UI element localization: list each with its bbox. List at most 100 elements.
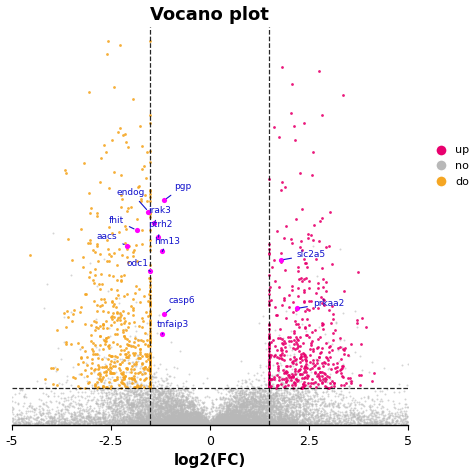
Point [181,421,188,428]
Point [292,356,300,363]
Point [172,416,180,424]
Point [11,399,19,406]
Point [174,419,182,427]
Point [69,414,77,422]
Point [139,409,147,416]
Point [244,393,252,401]
Point [268,392,276,399]
Point [240,399,248,406]
Point [64,408,72,416]
Point [207,421,214,429]
Point [237,388,244,396]
Point [309,418,316,425]
Point [173,419,180,427]
Point [292,310,300,318]
Point [220,415,228,422]
Point [137,417,145,425]
Point [222,421,230,428]
Point [210,418,218,426]
Point [227,416,235,424]
Point [24,420,32,428]
Point [272,417,280,425]
Point [143,365,150,373]
Point [182,412,190,420]
Point [186,405,194,412]
Point [201,420,209,428]
Point [312,406,319,413]
Point [180,419,188,427]
Point [291,355,298,363]
Point [183,416,191,423]
Point [267,387,274,395]
Point [123,365,131,373]
Point [234,421,241,428]
Point [208,421,215,429]
Point [180,419,188,427]
Point [289,410,296,418]
Point [189,421,196,429]
Point [203,419,210,427]
Point [188,400,196,408]
Point [91,419,99,427]
Point [230,415,238,422]
Point [240,411,247,419]
Point [210,420,217,428]
Point [137,401,145,409]
Point [216,417,223,424]
Point [268,421,275,428]
Point [195,417,203,424]
Point [67,410,74,417]
Point [156,409,164,416]
Point [92,407,100,414]
Point [179,393,186,401]
Point [211,421,219,428]
Point [226,397,233,404]
Point [249,417,256,425]
Point [207,421,214,428]
Point [251,399,259,406]
Point [118,393,125,401]
Point [236,420,243,428]
Point [187,398,194,406]
Point [170,389,177,397]
Point [192,420,200,428]
Point [254,418,261,426]
Point [168,414,175,421]
Point [318,408,325,415]
Point [302,410,310,418]
Point [186,420,194,428]
Point [146,246,154,254]
Point [244,408,251,415]
Point [299,410,306,418]
Point [173,420,180,428]
Point [196,420,203,428]
Point [243,420,250,428]
Point [142,410,149,417]
Point [72,386,80,393]
Point [223,417,231,425]
Point [362,397,369,405]
Point [202,403,210,410]
Point [250,396,257,404]
Point [186,417,193,424]
Point [238,400,246,407]
Point [142,413,149,420]
Point [228,415,235,422]
Point [146,226,154,234]
Point [322,339,329,347]
Point [184,420,191,428]
Point [281,416,288,423]
Point [216,408,224,416]
Point [283,410,291,418]
Point [222,419,229,427]
Point [191,421,198,429]
Point [170,403,177,411]
Point [174,410,182,418]
Point [154,406,162,413]
Point [259,421,267,428]
Point [208,420,215,428]
Point [241,420,249,428]
Point [137,406,145,413]
Point [146,147,154,155]
Point [145,413,153,421]
